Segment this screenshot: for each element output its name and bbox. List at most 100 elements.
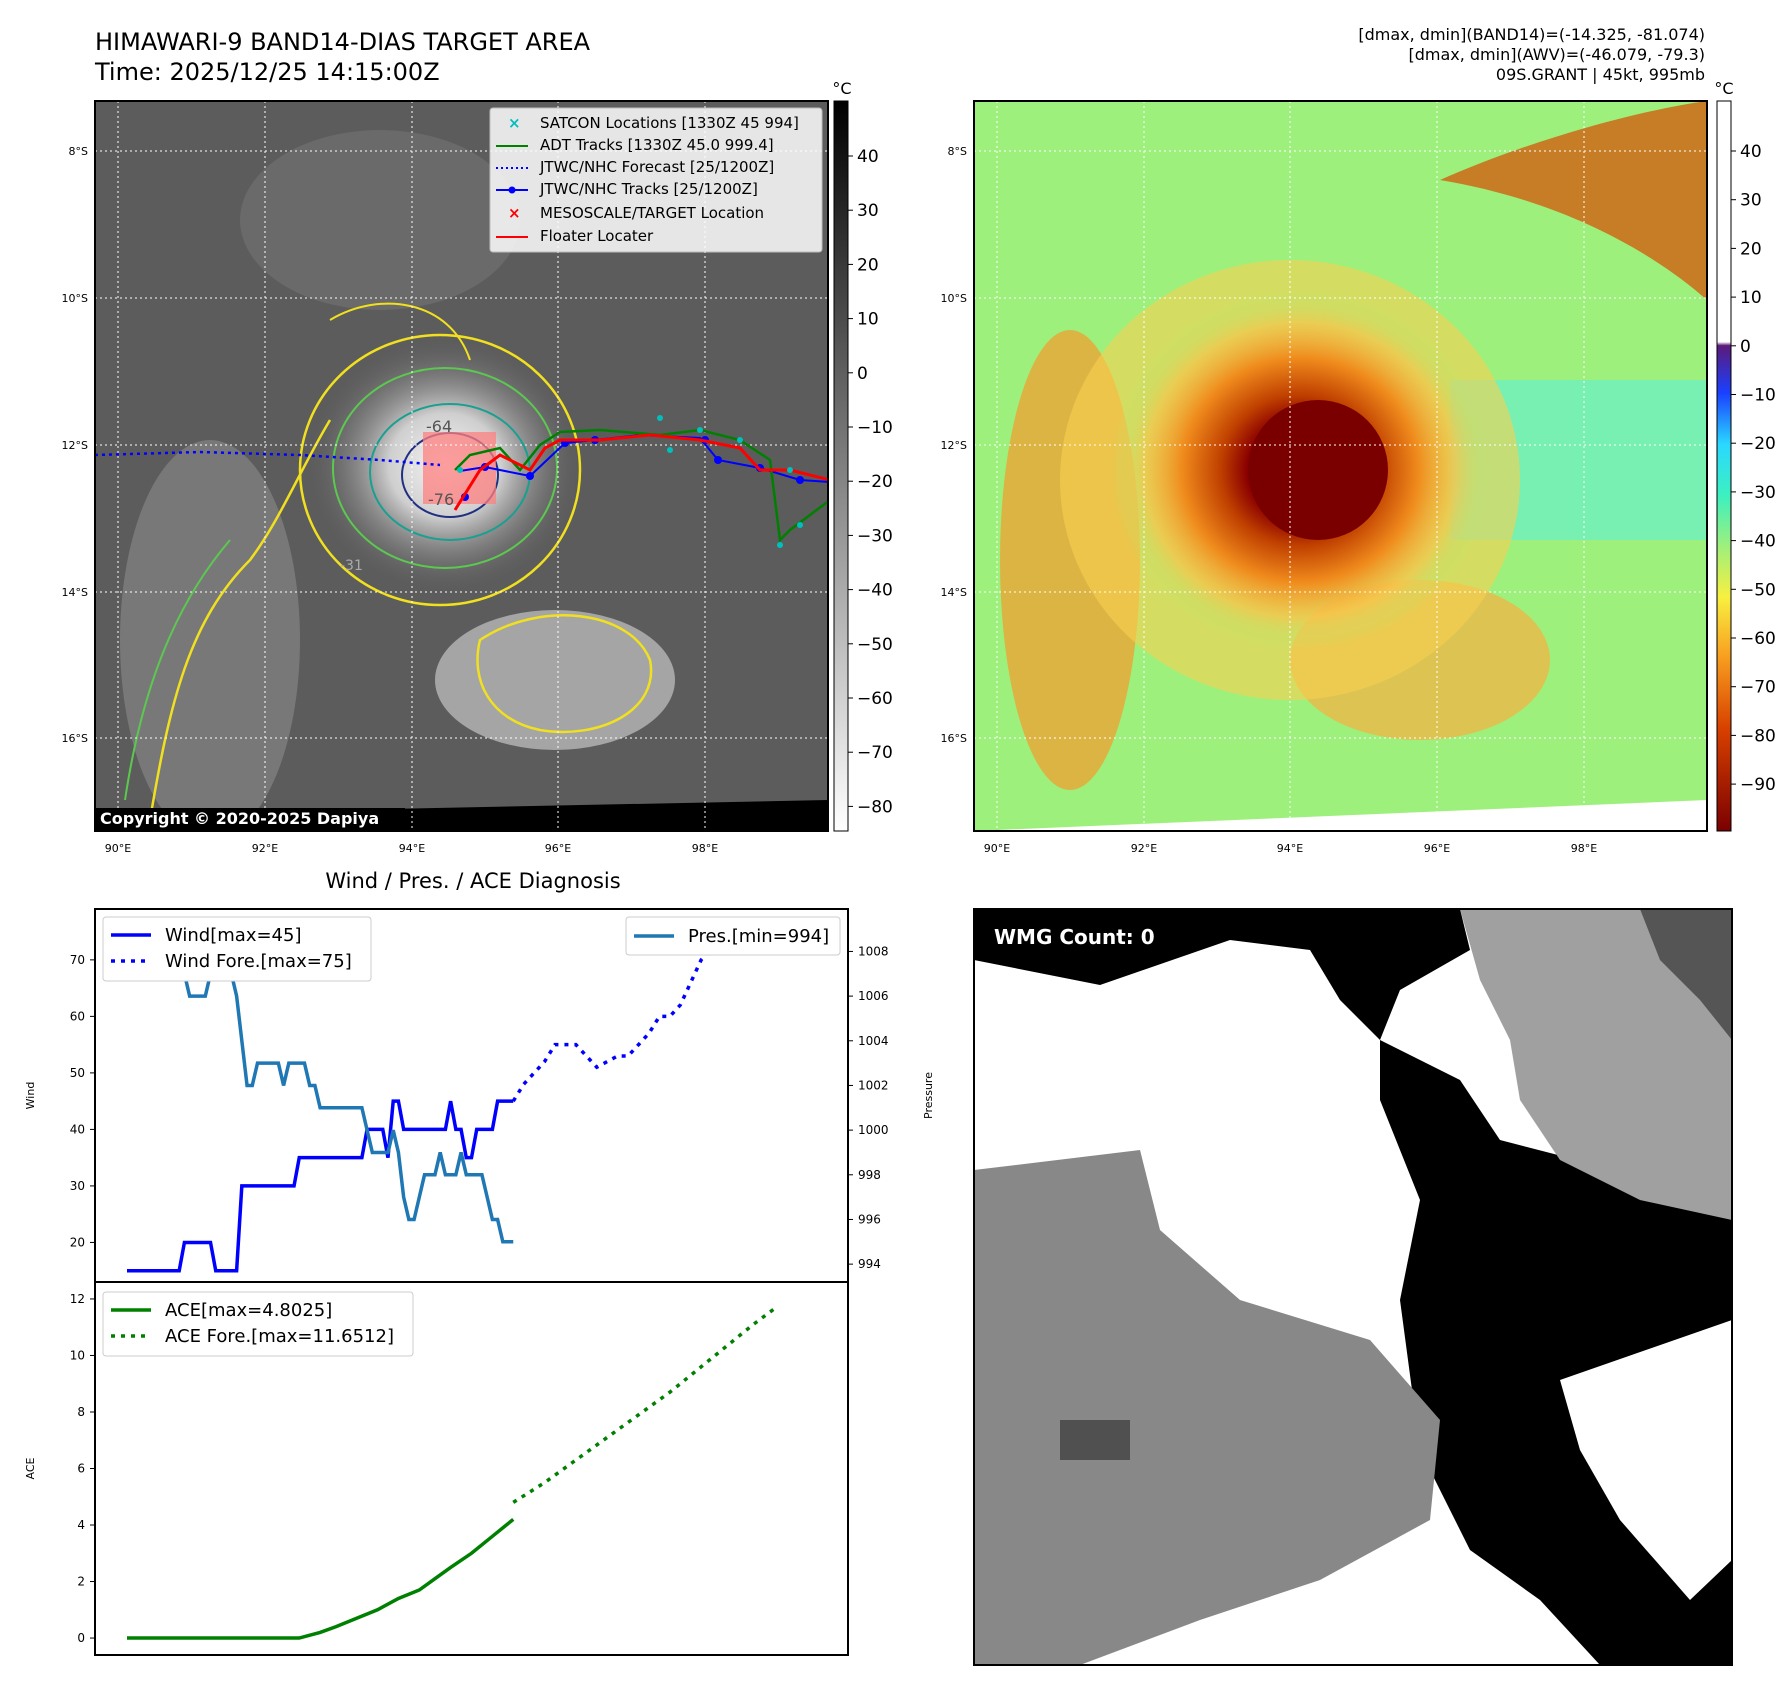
wind-legend: Wind[max=45] Wind Fore.[max=75] bbox=[102, 916, 372, 982]
ace-ytick-label: 6 bbox=[77, 1462, 85, 1476]
wind-forecast-line bbox=[511, 929, 775, 1103]
svg-text:96°E: 96°E bbox=[545, 842, 571, 855]
svg-text:92°E: 92°E bbox=[1131, 842, 1157, 855]
contour-label: -31 bbox=[340, 558, 363, 574]
wind-line bbox=[127, 1099, 514, 1273]
wind-ytick-label: 50 bbox=[70, 1066, 85, 1080]
colorbar-tick-label: −20 bbox=[1740, 434, 1776, 454]
wv-lat-labels: 8°S 10°S 12°S 14°S 16°S bbox=[941, 145, 967, 745]
wmg-gray-west bbox=[974, 1150, 1440, 1665]
colorbar-tick-label: −50 bbox=[857, 635, 893, 655]
svg-text:16°S: 16°S bbox=[62, 732, 88, 745]
ir-colorbar-ticks: 40 30 20 10 0 −10 −20 −30 −40 −50 −60 −70 −80 bbox=[848, 147, 893, 817]
wmg-panel: WMG Count: 0 bbox=[973, 908, 1733, 1666]
colorbar-tick-label: −30 bbox=[1740, 483, 1776, 503]
svg-text:94°E: 94°E bbox=[399, 842, 425, 855]
ace-forecast-line bbox=[512, 1307, 776, 1504]
wind-ytick-label: 20 bbox=[70, 1235, 85, 1249]
colorbar-tick-label: −70 bbox=[1740, 678, 1776, 698]
svg-text:98°E: 98°E bbox=[692, 842, 718, 855]
wind-ytick-label: 60 bbox=[70, 1009, 85, 1023]
colorbar-tick-label: −30 bbox=[857, 526, 893, 546]
legend-pressure: Pres.[min=994] bbox=[688, 926, 829, 947]
pressure-ytick-label: 1004 bbox=[858, 1034, 889, 1048]
wmg-light-ne bbox=[1460, 909, 1732, 1220]
info-band14: [dmax, dmin](BAND14)=(-14.325, -81.074) bbox=[1358, 25, 1705, 44]
legend-floater: Floater Locater bbox=[540, 227, 654, 245]
pressure-line bbox=[127, 949, 514, 1244]
legend-wind-forecast: Wind Fore.[max=75] bbox=[165, 951, 352, 972]
legend-satcon: SATCON Locations [1330Z 45 994] bbox=[540, 114, 799, 132]
map-legend: × SATCON Locations [1330Z 45 994] ADT Tr… bbox=[489, 107, 823, 253]
colorbar-tick-label: 20 bbox=[857, 255, 879, 275]
ir-cloud-band-left bbox=[120, 440, 300, 831]
pressure-ytick-label: 1008 bbox=[858, 944, 889, 958]
legend-forecast: JTWC/NHC Forecast [25/1200Z] bbox=[539, 158, 774, 176]
ir-cloud-south bbox=[435, 610, 675, 750]
colorbar-tick-label: −40 bbox=[857, 581, 893, 601]
figure-title: HIMAWARI-9 BAND14-DIAS TARGET AREA bbox=[95, 28, 591, 56]
colorbar-tick-label: 40 bbox=[857, 147, 879, 167]
wv-colorbar-ticks: 40 30 20 10 0 −10 −20 −30 −40 −50 −60 −70 −80 −90 bbox=[1731, 142, 1776, 795]
jtwc-forecast-line bbox=[95, 450, 441, 467]
colorbar-tick-label: −60 bbox=[1740, 629, 1776, 649]
contour-south bbox=[476, 614, 653, 734]
ir-lon-labels: 90°E 92°E 94°E 96°E 98°E bbox=[105, 842, 718, 855]
colorbar-tick-label: 10 bbox=[857, 310, 879, 330]
pressure-ytick-label: 1006 bbox=[858, 989, 889, 1003]
contour-north bbox=[329, 302, 471, 361]
wind-ylabel: Wind bbox=[24, 1082, 37, 1110]
legend-ace: ACE[max=4.8025] bbox=[165, 1300, 332, 1321]
svg-text:94°E: 94°E bbox=[1277, 842, 1303, 855]
wv-nodata-corner bbox=[974, 800, 1707, 831]
svg-text:8°S: 8°S bbox=[948, 145, 967, 158]
figure-time: Time: 2025/12/25 14:15:00Z bbox=[94, 58, 440, 86]
ir-lat-labels: 8°S 10°S 12°S 14°S 16°S bbox=[62, 145, 88, 745]
colorbar-tick-label: 40 bbox=[1740, 142, 1762, 162]
pressure-ytick-label: 998 bbox=[858, 1168, 881, 1182]
wmg-frame bbox=[973, 908, 1733, 1666]
ace-ytick-label: 8 bbox=[77, 1405, 85, 1419]
info-awv: [dmax, dmin](AWV)=(-46.079, -79.3) bbox=[1408, 45, 1705, 64]
colorbar-tick-label: 20 bbox=[1740, 239, 1762, 259]
ir-colorbar bbox=[833, 100, 849, 832]
colorbar-tick-label: −80 bbox=[857, 797, 893, 817]
wv-grid bbox=[974, 101, 1707, 831]
pressure-ylabel: Pressure bbox=[922, 1072, 935, 1119]
colorbar-tick-label: −60 bbox=[857, 689, 893, 709]
wind-ytick-label: 70 bbox=[70, 953, 85, 967]
wv-frame bbox=[973, 100, 1708, 832]
colorbar-tick-label: 0 bbox=[1740, 337, 1751, 357]
colorbar-tick-label: −80 bbox=[1740, 726, 1776, 746]
colorbar-tick-label: 0 bbox=[857, 364, 868, 384]
wmg-dark-ne bbox=[1640, 909, 1732, 1040]
wmg-white-se bbox=[1560, 1320, 1732, 1600]
contour-green bbox=[332, 367, 558, 569]
svg-text:×: × bbox=[508, 204, 521, 222]
wv-colorbar-unit: °C bbox=[1714, 79, 1733, 98]
pressure-ytick-label: 996 bbox=[858, 1212, 881, 1226]
svg-text:×: × bbox=[508, 114, 521, 132]
legend-ace-forecast: ACE Fore.[max=11.6512] bbox=[165, 1326, 394, 1347]
legend-target: MESOSCALE/TARGET Location bbox=[540, 204, 764, 222]
contour-yellow bbox=[298, 333, 582, 607]
wmg-count-label: WMG Count: 0 bbox=[994, 925, 1155, 949]
wind-ytick-label: 30 bbox=[70, 1179, 85, 1193]
wmg-black-north bbox=[974, 909, 1470, 1040]
svg-text:96°E: 96°E bbox=[1424, 842, 1450, 855]
satcon-points bbox=[457, 415, 803, 548]
svg-text:8°S: 8°S bbox=[69, 145, 88, 158]
ace-ytick-label: 12 bbox=[70, 1292, 85, 1306]
contour-band-left2 bbox=[124, 539, 231, 801]
svg-text:14°S: 14°S bbox=[62, 586, 88, 599]
copyright-bg bbox=[95, 808, 405, 830]
colorbar-tick-label: −20 bbox=[857, 472, 893, 492]
wv-colorbar bbox=[1716, 100, 1732, 832]
colorbar-tick-label: −50 bbox=[1740, 580, 1776, 600]
wmg-dark-spot bbox=[1060, 1420, 1130, 1460]
wind-ytick-label: 40 bbox=[70, 1122, 85, 1136]
pressure-ytick-label: 994 bbox=[858, 1257, 881, 1271]
legend-track: JTWC/NHC Tracks [25/1200Z] bbox=[539, 180, 758, 198]
ir-frame bbox=[94, 100, 829, 832]
